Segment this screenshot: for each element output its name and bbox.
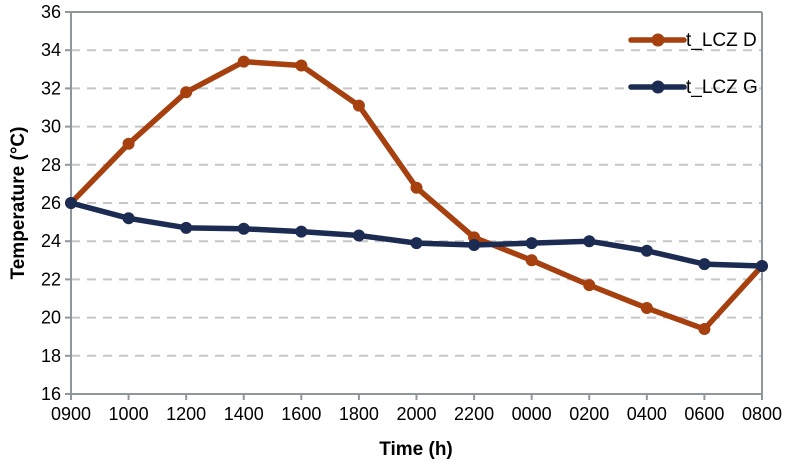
y-tick-label: 34 xyxy=(41,40,61,60)
y-tick-label: 36 xyxy=(41,2,61,22)
data-point-marker xyxy=(237,222,250,235)
data-point-marker xyxy=(583,279,596,292)
x-tick-label: 1800 xyxy=(339,404,379,424)
data-point-marker xyxy=(525,254,538,267)
series-line-t-lcz-g xyxy=(68,200,765,269)
data-point-marker xyxy=(468,239,481,252)
y-tick-label: 22 xyxy=(41,269,61,289)
x-tick-label: 1400 xyxy=(224,404,264,424)
plot-area: 16 18 20 22 24 26 28 30 32 34 36 0900 1000 1200 1400 16… xyxy=(41,2,782,424)
legend-marker-icon xyxy=(651,33,665,47)
data-point-marker xyxy=(410,237,423,250)
legend-label: t_LCZ D xyxy=(686,30,757,51)
y-tick-label: 26 xyxy=(41,193,61,213)
x-tick-label: 2000 xyxy=(396,404,436,424)
y-tick-label: 28 xyxy=(41,155,61,175)
x-tick-label: 0000 xyxy=(512,404,552,424)
data-point-marker xyxy=(698,323,711,336)
legend-item-t-lcz-d: t_LCZ D xyxy=(628,30,757,51)
y-tick-label: 16 xyxy=(41,384,61,404)
x-tick-label: 1200 xyxy=(166,404,206,424)
x-tick-label: 0400 xyxy=(627,404,667,424)
data-point-marker xyxy=(583,235,596,248)
y-tick-label: 30 xyxy=(41,117,61,137)
x-tick-label: 0600 xyxy=(684,404,724,424)
data-point-marker xyxy=(640,244,653,257)
y-tick-label: 32 xyxy=(41,78,61,98)
data-point-marker xyxy=(122,212,135,225)
data-point-marker xyxy=(525,237,538,250)
x-axis-title: Time (h) xyxy=(379,439,453,460)
legend: t_LCZ D t_LCZ G xyxy=(628,30,758,98)
series-line-t-lcz-d xyxy=(68,58,765,332)
data-point-marker xyxy=(295,59,308,72)
x-tick-label: 0800 xyxy=(742,404,782,424)
y-axis-title: Temperature (°C) xyxy=(8,127,29,280)
data-point-marker xyxy=(237,55,250,68)
data-point-marker xyxy=(640,302,653,315)
data-point-marker xyxy=(65,197,77,209)
data-point-marker xyxy=(352,229,365,242)
data-point-marker xyxy=(410,181,423,194)
y-tick-label: 18 xyxy=(41,346,61,366)
data-point-marker xyxy=(698,258,711,271)
x-tick-label: 1000 xyxy=(109,404,149,424)
y-tick-label: 20 xyxy=(41,308,61,328)
y-tick-label: 24 xyxy=(41,231,61,251)
data-point-marker xyxy=(756,260,768,273)
data-point-marker xyxy=(122,137,135,150)
x-tick-label: 1600 xyxy=(281,404,321,424)
x-tick-label: 0200 xyxy=(569,404,609,424)
legend-marker-icon xyxy=(651,80,665,94)
legend-item-t-lcz-g: t_LCZ G xyxy=(628,77,758,98)
data-point-marker xyxy=(180,221,193,234)
data-point-marker xyxy=(352,99,365,112)
x-tick-label: 0900 xyxy=(51,404,91,424)
data-point-marker xyxy=(295,225,308,238)
x-tick-label: 2200 xyxy=(454,404,494,424)
data-point-marker xyxy=(180,86,193,99)
legend-label: t_LCZ G xyxy=(686,77,758,98)
